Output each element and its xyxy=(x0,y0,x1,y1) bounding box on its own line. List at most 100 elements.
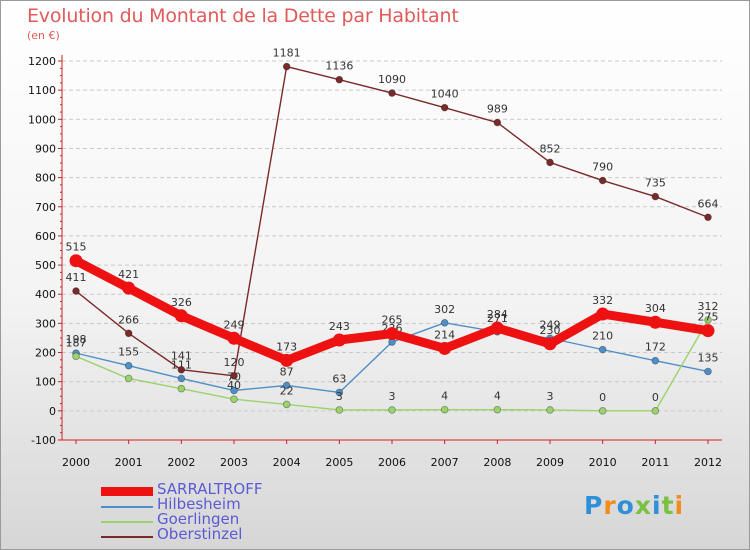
data-label-goerlingen: 3 xyxy=(547,390,554,403)
data-label-goerlingen: 0 xyxy=(599,391,606,404)
y-tick-label: 400 xyxy=(35,288,56,301)
data-label-oberstinzel: 664 xyxy=(698,197,719,210)
data-point-oberstinzel xyxy=(282,62,291,71)
data-label-oberstinzel: 790 xyxy=(592,161,613,174)
data-point-hilbesheim xyxy=(177,374,186,383)
x-tick-label: 2009 xyxy=(536,456,564,469)
data-point-goerlingen xyxy=(230,395,238,403)
data-label-hilbesheim: 63 xyxy=(332,372,346,385)
data-point-hilbesheim xyxy=(440,319,449,327)
x-tick-label: 2000 xyxy=(62,456,90,469)
data-label-hilbesheim: 172 xyxy=(645,341,666,354)
data-label-hilbesheim: 155 xyxy=(118,346,139,359)
y-tick-label: 900 xyxy=(35,142,56,155)
y-tick-label: -100 xyxy=(31,434,56,447)
data-point-sarraltroff xyxy=(701,324,715,338)
data-label-oberstinzel: 1136 xyxy=(325,60,353,73)
data-point-goerlingen xyxy=(177,384,186,393)
chart-unit: (en €) xyxy=(27,29,60,42)
data-point-sarraltroff xyxy=(69,254,83,268)
data-label-oberstinzel: 411 xyxy=(66,271,87,284)
legend-label-hilbesheim: Hilbesheim xyxy=(157,495,241,513)
y-tick-label: 1200 xyxy=(28,55,56,68)
data-point-sarraltroff xyxy=(490,321,504,335)
data-point-hilbesheim xyxy=(651,356,660,365)
data-point-goerlingen xyxy=(493,405,502,414)
data-label-oberstinzel: 735 xyxy=(645,177,666,190)
y-tick-label: 200 xyxy=(35,347,56,360)
data-point-hilbesheim xyxy=(124,361,133,370)
data-label-hilbesheim: 87 xyxy=(280,365,294,378)
data-point-sarraltroff xyxy=(227,331,241,345)
data-point-oberstinzel xyxy=(124,329,133,338)
data-point-sarraltroff xyxy=(385,327,399,341)
x-tick-label: 2010 xyxy=(589,456,617,469)
legend-label-sarraltroff: SARRALTROFF xyxy=(157,480,263,498)
y-tick-label: 1100 xyxy=(28,84,56,97)
data-point-sarraltroff xyxy=(438,341,452,355)
data-point-oberstinzel xyxy=(335,75,344,84)
data-point-oberstinzel xyxy=(388,89,396,97)
data-point-goerlingen xyxy=(124,374,133,383)
data-label-goerlingen: 4 xyxy=(494,390,501,403)
data-label-hilbesheim: 271 xyxy=(487,312,508,325)
data-point-sarraltroff xyxy=(332,333,346,347)
x-tick-label: 2012 xyxy=(694,456,722,469)
legend-swatch-sarraltroff xyxy=(101,487,153,496)
data-point-oberstinzel xyxy=(493,118,502,127)
y-tick-label: 700 xyxy=(35,201,56,214)
data-point-goerlingen xyxy=(704,316,712,324)
y-tick-label: 600 xyxy=(35,230,56,243)
x-tick-label: 2001 xyxy=(115,456,143,469)
data-label-sarraltroff: 249 xyxy=(224,318,245,331)
data-point-sarraltroff xyxy=(543,337,557,351)
x-tick-label: 2004 xyxy=(273,456,301,469)
data-label-hilbesheim: 198 xyxy=(66,333,87,346)
data-label-oberstinzel: 266 xyxy=(118,313,139,326)
data-label-oberstinzel: 1040 xyxy=(431,88,459,101)
data-point-hilbesheim xyxy=(704,367,712,376)
data-point-oberstinzel xyxy=(72,287,80,295)
chart-title: Evolution du Montant de la Dette par Hab… xyxy=(27,5,459,27)
data-point-goerlingen xyxy=(440,405,449,414)
y-tick-label: 300 xyxy=(35,317,56,330)
data-label-goerlingen: 187 xyxy=(66,336,87,349)
data-label-goerlingen: 3 xyxy=(336,390,343,403)
data-label-sarraltroff: 304 xyxy=(645,302,666,315)
logo-letter: r xyxy=(603,491,617,520)
data-point-goerlingen xyxy=(546,406,554,414)
data-label-oberstinzel: 1090 xyxy=(378,73,406,86)
data-label-goerlingen: 0 xyxy=(652,391,659,404)
data-point-oberstinzel xyxy=(651,192,660,201)
data-point-hilbesheim xyxy=(335,388,344,397)
legend-label-goerlingen: Goerlingen xyxy=(157,510,240,528)
logo-letter: i xyxy=(652,491,662,520)
data-point-sarraltroff xyxy=(648,315,662,329)
data-label-sarraltroff: 421 xyxy=(118,268,139,281)
data-label-goerlingen: 312 xyxy=(698,300,719,313)
data-point-goerlingen xyxy=(282,400,291,409)
data-label-sarraltroff: 243 xyxy=(329,320,350,333)
data-label-hilbesheim: 210 xyxy=(592,330,613,343)
data-point-oberstinzel xyxy=(704,213,712,222)
data-label-hilbesheim: 249 xyxy=(540,318,561,331)
data-point-sarraltroff xyxy=(280,353,294,367)
y-tick-label: 100 xyxy=(35,376,56,389)
data-point-goerlingen xyxy=(651,407,660,415)
logo-letter: x xyxy=(634,491,652,520)
x-tick-label: 2006 xyxy=(378,456,406,469)
y-tick-label: 0 xyxy=(49,405,56,418)
data-label-goerlingen: 22 xyxy=(280,384,294,397)
x-tick-label: 2005 xyxy=(325,456,353,469)
x-tick-label: 2008 xyxy=(483,456,511,469)
x-tick-label: 2011 xyxy=(641,456,669,469)
data-label-sarraltroff: 214 xyxy=(434,328,455,341)
data-point-goerlingen xyxy=(335,406,344,414)
data-label-goerlingen: 40 xyxy=(227,379,241,392)
data-label-hilbesheim: 302 xyxy=(434,303,455,316)
legend-swatch-oberstinzel xyxy=(101,536,153,538)
data-label-sarraltroff: 230 xyxy=(540,324,561,337)
data-point-oberstinzel xyxy=(546,158,554,167)
data-label-goerlingen: 4 xyxy=(441,390,448,403)
